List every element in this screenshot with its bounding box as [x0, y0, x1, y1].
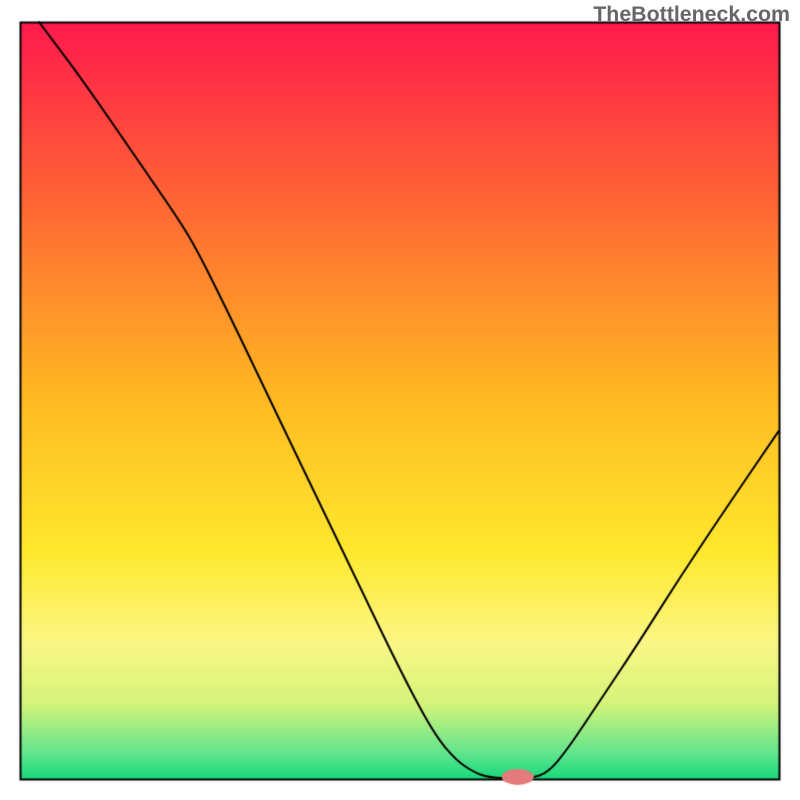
bottleneck-chart-canvas: [0, 0, 800, 800]
attribution-label: TheBottleneck.com: [593, 2, 790, 27]
